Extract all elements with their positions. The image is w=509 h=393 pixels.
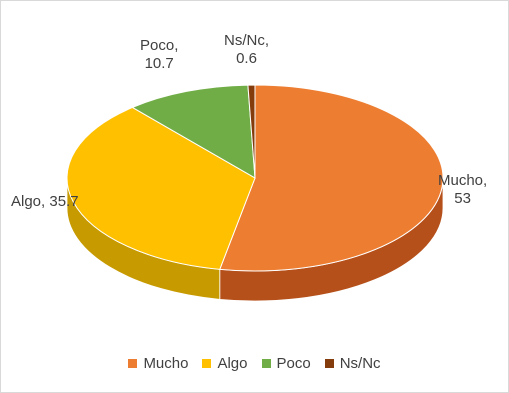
data-label-poco-line1: Poco,: [140, 37, 179, 54]
pie-slice-poco: [131, 84, 256, 179]
data-label-poco: Poco, 10.7: [140, 37, 178, 73]
legend: Mucho Algo Poco Ns/Nc: [0, 355, 509, 372]
pie-slice-nsnc: [247, 84, 256, 179]
legend-swatch-poco: [261, 359, 271, 368]
legend-item-poco: Poco: [261, 355, 311, 372]
data-label-mucho-line2: 53: [454, 190, 471, 207]
legend-label-mucho: Mucho: [143, 355, 189, 372]
pie-slice-algo: [66, 106, 256, 270]
legend-swatch-nsnc: [324, 359, 334, 368]
legend-item-nsnc: Ns/Nc: [324, 355, 381, 372]
legend-label-poco: Poco: [276, 355, 311, 372]
data-label-mucho: Mucho, 53: [438, 172, 487, 208]
legend-label-algo: Algo: [217, 355, 248, 372]
legend-swatch-mucho: [128, 359, 138, 368]
data-label-nsnc-line2: 0.6: [236, 50, 257, 67]
data-label-nsnc-line1: Ns/Nc,: [224, 32, 269, 49]
data-label-algo: Algo, 35.7: [11, 193, 79, 211]
pie-slice-mucho: [219, 84, 444, 272]
legend-item-mucho: Mucho: [128, 355, 188, 372]
legend-swatch-algo: [202, 359, 212, 368]
legend-item-algo: Algo: [202, 355, 248, 372]
data-label-nsnc: Ns/Nc, 0.6: [224, 32, 269, 68]
data-label-algo-line1: Algo, 35.7: [11, 193, 79, 210]
data-label-mucho-line1: Mucho,: [438, 172, 488, 189]
data-label-poco-line2: 10.7: [144, 55, 174, 72]
legend-label-nsnc: Ns/Nc: [339, 355, 381, 372]
